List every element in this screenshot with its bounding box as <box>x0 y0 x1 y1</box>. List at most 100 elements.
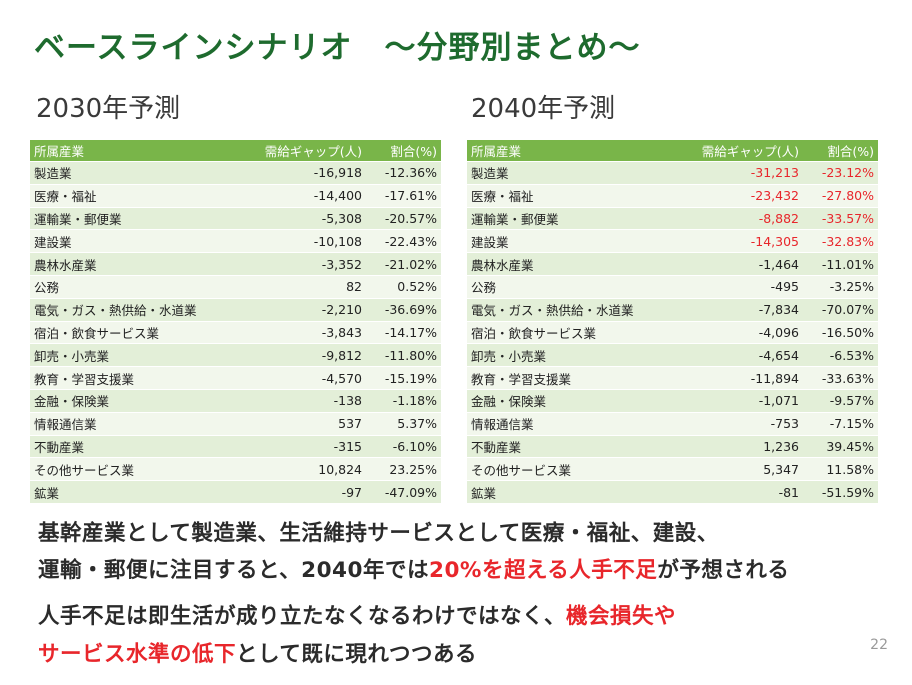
cell-ratio: -9.57% <box>803 389 878 413</box>
cell-ratio: -33.57% <box>803 207 878 231</box>
cell-gap: -495 <box>662 275 803 299</box>
cell-industry: 宿泊・飲食サービス業 <box>30 321 225 345</box>
cell-industry: その他サービス業 <box>467 457 662 482</box>
cell-gap: -9,812 <box>225 343 366 368</box>
table-2040: 所属産業 需給ギャップ(人) 割合(%) 製造業 -31,213 -23.12% 医療… <box>467 140 878 504</box>
cell-industry: 情報通信業 <box>467 412 662 436</box>
table-header: 所属産業 需給ギャップ(人) 割合(%) <box>467 140 878 162</box>
cell-industry: 金融・保険業 <box>467 389 662 413</box>
cell-industry: 不動産業 <box>467 435 662 459</box>
cell-gap: -4,096 <box>662 321 803 345</box>
table-row: 鉱業 -81 -51.59% <box>467 480 878 504</box>
table-2030: 所属産業 需給ギャップ(人) 割合(%) 製造業 -16,918 -12.36% 医療… <box>30 140 441 504</box>
cell-gap: -138 <box>225 389 366 413</box>
cell-ratio: -27.80% <box>803 184 878 208</box>
cell-ratio: -20.57% <box>366 207 441 231</box>
table-row: 農林水産業 -3,352 -21.02% <box>30 252 441 276</box>
table-row: 宿泊・飲食サービス業 -3,843 -14.17% <box>30 321 441 345</box>
table-row: 鉱業 -97 -47.09% <box>30 480 441 504</box>
header-gap: 需給ギャップ(人) <box>662 140 803 162</box>
table-row: 製造業 -31,213 -23.12% <box>467 161 878 185</box>
cell-ratio: -23.12% <box>803 161 878 185</box>
table-row: 医療・福祉 -14,400 -17.61% <box>30 184 441 208</box>
cell-industry: 教育・学習支援業 <box>30 366 225 390</box>
cell-industry: 電気・ガス・熱供給・水道業 <box>467 298 662 322</box>
page-number: 22 <box>870 637 888 653</box>
cell-industry: 医療・福祉 <box>30 184 225 208</box>
cell-ratio: 5.37% <box>366 412 441 436</box>
cell-ratio: -21.02% <box>366 252 441 276</box>
cell-ratio: -51.59% <box>803 480 878 504</box>
table-row: 公務 -495 -3.25% <box>467 275 878 299</box>
cell-industry: 情報通信業 <box>30 412 225 436</box>
table-row: 製造業 -16,918 -12.36% <box>30 161 441 185</box>
table-row: 建設業 -14,305 -32.83% <box>467 229 878 254</box>
table-row: 電気・ガス・熱供給・水道業 -7,834 -70.07% <box>467 298 878 322</box>
table-row: 卸売・小売業 -4,654 -6.53% <box>467 343 878 368</box>
summary-line-2: 運輸・郵便に注目すると、2040年では20%を超える人手不足が予想される <box>38 553 789 584</box>
cell-ratio: -12.36% <box>366 161 441 185</box>
table-row: 建設業 -10,108 -22.43% <box>30 229 441 254</box>
cell-ratio: -15.19% <box>366 366 441 390</box>
cell-gap: -31,213 <box>662 161 803 185</box>
cell-gap: -2,210 <box>225 298 366 322</box>
header-industry: 所属産業 <box>467 140 662 162</box>
summary-line-1: 基幹産業として製造業、生活維持サービスとして医療・福祉、建設、 <box>38 516 719 547</box>
cell-industry: 建設業 <box>467 229 662 254</box>
summary-highlight: 20%を超える人手不足 <box>428 558 658 583</box>
header-gap: 需給ギャップ(人) <box>225 140 366 162</box>
summary-line-3: 人手不足は即生活が成り立たなくなるわけではなく、機会損失や <box>38 599 676 630</box>
summary-text: として既に現れつつある <box>236 642 477 667</box>
cell-gap: -23,432 <box>662 184 803 208</box>
cell-gap: -7,834 <box>662 298 803 322</box>
cell-ratio: -6.53% <box>803 343 878 368</box>
summary-highlight: サービス水準の低下 <box>38 642 237 667</box>
table-row: 宿泊・飲食サービス業 -4,096 -16.50% <box>467 321 878 345</box>
cell-ratio: -3.25% <box>803 275 878 299</box>
header-ratio: 割合(%) <box>803 140 878 162</box>
table-row: 情報通信業 -753 -7.15% <box>467 412 878 436</box>
cell-gap: 537 <box>225 412 366 436</box>
cell-ratio: -17.61% <box>366 184 441 208</box>
cell-gap: 1,236 <box>662 435 803 459</box>
cell-gap: -16,918 <box>225 161 366 185</box>
cell-gap: 5,347 <box>662 457 803 482</box>
cell-industry: 鉱業 <box>30 480 225 504</box>
cell-ratio: -7.15% <box>803 412 878 436</box>
cell-industry: 公務 <box>467 275 662 299</box>
cell-ratio: -1.18% <box>366 389 441 413</box>
cell-gap: -81 <box>662 480 803 504</box>
cell-gap: -3,352 <box>225 252 366 276</box>
table-row: 教育・学習支援業 -4,570 -15.19% <box>30 366 441 390</box>
table-row: その他サービス業 10,824 23.25% <box>30 457 441 482</box>
cell-industry: 運輸業・郵便業 <box>467 207 662 231</box>
cell-ratio: -11.01% <box>803 252 878 276</box>
cell-gap: -14,400 <box>225 184 366 208</box>
cell-industry: その他サービス業 <box>30 457 225 482</box>
cell-industry: 電気・ガス・熱供給・水道業 <box>30 298 225 322</box>
cell-industry: 宿泊・飲食サービス業 <box>467 321 662 345</box>
table-row: その他サービス業 5,347 11.58% <box>467 457 878 482</box>
table-row: 農林水産業 -1,464 -11.01% <box>467 252 878 276</box>
cell-industry: 建設業 <box>30 229 225 254</box>
slide-title: ベースラインシナリオ ～分野別まとめ～ <box>34 30 641 66</box>
summary-highlight: 機会損失や <box>566 604 677 629</box>
cell-industry: 卸売・小売業 <box>30 343 225 368</box>
table-row: 卸売・小売業 -9,812 -11.80% <box>30 343 441 368</box>
table-row: 不動産業 1,236 39.45% <box>467 435 878 459</box>
cell-gap: -753 <box>662 412 803 436</box>
cell-ratio: -32.83% <box>803 229 878 254</box>
cell-industry: 金融・保険業 <box>30 389 225 413</box>
summary-line-4: サービス水準の低下として既に現れつつある <box>38 637 477 668</box>
heading-2030: 2030年予測 <box>36 94 181 124</box>
table-row: 教育・学習支援業 -11,894 -33.63% <box>467 366 878 390</box>
cell-gap: -11,894 <box>662 366 803 390</box>
cell-industry: 公務 <box>30 275 225 299</box>
cell-gap: -3,843 <box>225 321 366 345</box>
cell-ratio: 23.25% <box>366 457 441 482</box>
cell-industry: 不動産業 <box>30 435 225 459</box>
table-row: 運輸業・郵便業 -8,882 -33.57% <box>467 207 878 231</box>
cell-ratio: -36.69% <box>366 298 441 322</box>
header-industry: 所属産業 <box>30 140 225 162</box>
cell-ratio: -6.10% <box>366 435 441 459</box>
